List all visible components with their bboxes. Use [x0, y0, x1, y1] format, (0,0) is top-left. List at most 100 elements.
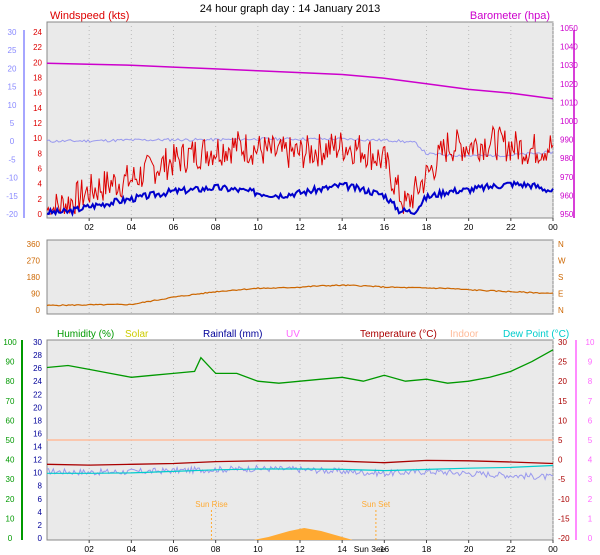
p1-outer-tick-label: 25 — [8, 46, 17, 55]
p3-uv-tick-label: 4 — [588, 456, 593, 465]
p3-legend-item: Indoor — [450, 329, 479, 340]
p3-legend-item: Temperature (°C) — [360, 329, 437, 340]
p2-right-tick-label: N — [558, 306, 564, 315]
p3-humidity-tick-label: 30 — [6, 475, 15, 484]
p3-temp-tick-label: 20 — [558, 377, 567, 386]
p3-temp-tick-label: -10 — [558, 495, 570, 504]
p1-outer-tick-label: 10 — [8, 101, 17, 110]
p3-rain-tick-label: 28 — [33, 351, 42, 360]
p3-x-tick-label: 04 — [127, 544, 137, 554]
p1-x-tick-label: 04 — [127, 222, 137, 232]
p3-temp-tick-label: -20 — [558, 534, 570, 543]
direction-line — [46, 284, 554, 307]
p1-right-tick-label: 990 — [560, 136, 574, 145]
p3-legend-item: Humidity (%) — [57, 329, 114, 340]
p1-left-tick-label: 16 — [33, 89, 42, 98]
p2-left-tick-label: 270 — [27, 257, 41, 266]
p3-temp-tick-label: 5 — [558, 436, 563, 445]
p1-outer-tick-label: 0 — [10, 137, 15, 146]
p3-uv-tick-label: 10 — [586, 338, 595, 347]
p3-x-tick-label: 06 — [169, 544, 179, 554]
p3-x-tick-label: 22 — [506, 544, 516, 554]
p1-outer-tick-label: 20 — [8, 64, 17, 73]
p3-temp-tick-label: -5 — [558, 475, 566, 484]
p1-right-tick-label: 1010 — [560, 98, 578, 107]
p3-humidity-tick-label: 50 — [6, 436, 15, 445]
p3-rain-tick-label: 16 — [33, 429, 42, 438]
p3-x-tick-label: 14 — [337, 544, 347, 554]
p3-rain-tick-label: 12 — [33, 456, 42, 465]
p3-humidity-tick-label: 0 — [8, 534, 13, 543]
barometer-line — [46, 62, 554, 100]
p3-x-tick-label: 20 — [464, 544, 474, 554]
p3-rain-tick-label: 30 — [33, 338, 42, 347]
p3-uv-tick-label: 9 — [588, 358, 593, 367]
p3-rain-tick-label: 24 — [33, 377, 42, 386]
p1-right-tick-label: 1040 — [560, 43, 578, 52]
solar-area — [253, 528, 353, 540]
p3-humidity-tick-label: 90 — [6, 358, 15, 367]
p1-left-tick-label: 14 — [33, 104, 42, 113]
p3-temp-tick-label: 0 — [558, 456, 563, 465]
p3-x-tick-label: 18 — [422, 544, 432, 554]
p3-rain-tick-label: 26 — [33, 364, 42, 373]
p3-x-tick-label: 12 — [295, 544, 305, 554]
p2-right-tick-label: E — [558, 290, 563, 299]
p3-rain-tick-label: 2 — [38, 521, 43, 530]
p1-left-tick-label: 10 — [33, 134, 42, 143]
p2-right-tick-label: W — [558, 257, 566, 266]
p1-x-tick-label: 10 — [253, 222, 263, 232]
p1-left-tick-label: 20 — [33, 58, 42, 67]
p3-rain-tick-label: 4 — [38, 508, 43, 517]
p3-legend-item: Solar — [125, 329, 149, 340]
wind-gust-line — [46, 124, 554, 215]
p3-uv-tick-label: 1 — [588, 514, 593, 523]
p3-legend-item: Dew Point (°C) — [503, 329, 569, 340]
p1-outer-tick-label: -20 — [6, 210, 18, 219]
p1-left-tick-label: 18 — [33, 74, 42, 83]
p1-x-tick-label: 16 — [380, 222, 390, 232]
p1-left-tick-label: 22 — [33, 43, 42, 52]
graph-title: 24 hour graph day : 14 January 2013 — [200, 3, 380, 15]
p3-legend-item: UV — [286, 329, 300, 340]
p1-x-tick-label: 18 — [422, 222, 432, 232]
p3-x-tick-label: 16 — [380, 544, 390, 554]
p2-left-tick-label: 360 — [27, 240, 41, 249]
p3-uv-tick-label: 6 — [588, 416, 593, 425]
p3-rain-tick-label: 20 — [33, 403, 42, 412]
p2-right-tick-label: N — [558, 240, 564, 249]
p3-rain-tick-label: 18 — [33, 416, 42, 425]
p3-temp-tick-label: 10 — [558, 416, 567, 425]
p1-x-tick-label: 02 — [84, 222, 94, 232]
p3-rain-tick-label: 22 — [33, 390, 42, 399]
p3-temp-tick-label: 15 — [558, 397, 567, 406]
p3-legend-item: Rainfall (mm) — [203, 329, 262, 340]
p1-right-tick-label: 970 — [560, 173, 574, 182]
p1-x-tick-label: 08 — [211, 222, 221, 232]
p1-right-tick-label: 950 — [560, 210, 574, 219]
p1-right-tick-label: 960 — [560, 191, 574, 200]
p3-x-tick-label: 00 — [548, 544, 558, 554]
p1-x-tick-label: 00 — [548, 222, 558, 232]
p1-right-tick-label: 1000 — [560, 117, 578, 126]
p1-outer-tick-label: 5 — [10, 119, 15, 128]
p1-left-tick-label: 0 — [38, 210, 43, 219]
p1-x-tick-label: 14 — [337, 222, 347, 232]
p3-x-tick-label: 08 — [211, 544, 221, 554]
p2-right-tick-label: S — [558, 273, 563, 282]
p1-left-title: Windspeed (kts) — [50, 10, 129, 22]
p3-sun-tick-label: Sun 3ee — [354, 544, 386, 554]
p1-outer-tick-label: -10 — [6, 174, 18, 183]
p1-left-tick-label: 6 — [38, 165, 43, 174]
p3-humidity-tick-label: 60 — [6, 416, 15, 425]
p3-humidity-tick-label: 100 — [3, 338, 17, 347]
p3-rain-tick-label: 10 — [33, 469, 42, 478]
p2-left-tick-label: 180 — [27, 273, 41, 282]
p2-left-tick-label: 90 — [31, 290, 40, 299]
p1-left-tick-label: 24 — [33, 28, 42, 37]
humidity-line — [46, 349, 554, 384]
p1-left-tick-label: 8 — [38, 149, 43, 158]
p3-rain-tick-label: 14 — [33, 443, 42, 452]
temperature-line — [46, 459, 554, 466]
